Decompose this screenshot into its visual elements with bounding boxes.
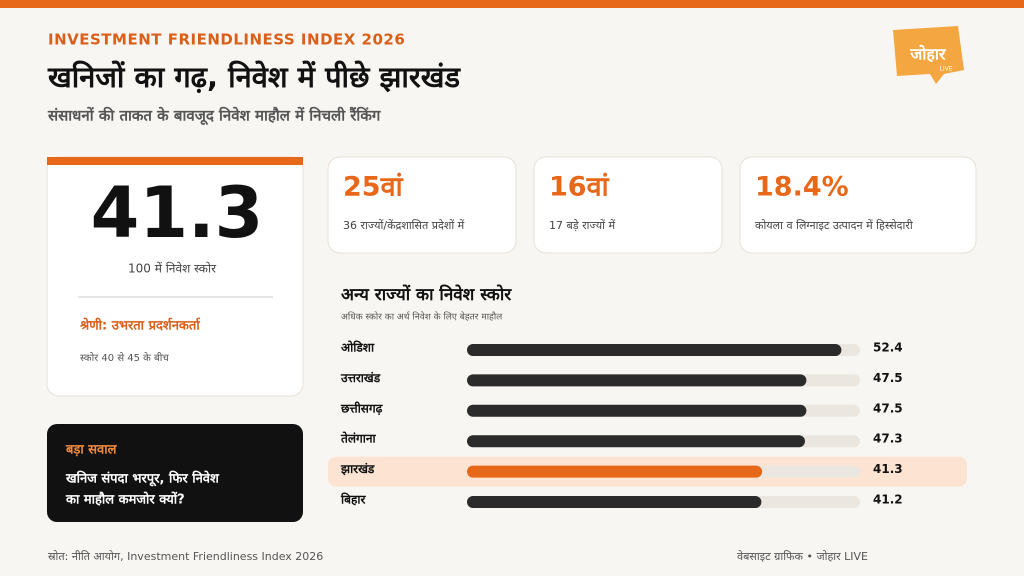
category-label: बिहार <box>340 493 366 507</box>
value-label: 41.2 <box>873 493 903 507</box>
bar <box>467 465 763 478</box>
logo-tag: LIVE <box>939 66 952 73</box>
top-stripe <box>0 0 1024 8</box>
value-label: 47.3 <box>873 432 903 446</box>
category-label: उत्तराखंड <box>340 371 381 385</box>
score: 41.3 <box>91 172 264 254</box>
chart-subtitle: अधिक स्कोर का अर्थ निवेश के लिए बेहतर मा… <box>341 311 503 323</box>
bar <box>467 435 805 448</box>
question-line: खनिज संपदा भरपूर, फिर निवेश <box>65 471 220 487</box>
question-bg <box>47 424 303 522</box>
stat-cards: 25वां 36 राज्यों/केंद्रशासित प्रदेशों में… <box>327 156 977 254</box>
category-label: झारखंड <box>340 462 375 476</box>
subheadline: संसाधनों की ताकत के बावजूद निवेश माहौल म… <box>47 107 381 126</box>
stat-label: 36 राज्यों/केंद्रशासित प्रदेशों में <box>343 219 465 232</box>
bar <box>467 374 807 387</box>
headline: खनिजों का गढ़, निवेश में पीछे झारखंड <box>47 60 462 94</box>
chart-title: अन्य राज्यों का निवेश स्कोर <box>341 284 512 305</box>
question-box: बड़ा सवाल खनिज संपदा भरपूर, फिर निवेश का… <box>47 424 303 522</box>
category-label: छत्तीसगढ़ <box>340 401 384 415</box>
question-line: का माहौल कमजोर क्यों? <box>65 492 185 508</box>
bar <box>467 496 762 508</box>
score-card-stripe <box>47 157 303 165</box>
source: स्रोत: नीति आयोग, Investment Friendlines… <box>48 550 323 563</box>
score-category: श्रेणी: उभरता प्रदर्शनकर्ता <box>79 318 201 334</box>
credit: वेबसाइट ग्राफिक • जोहार LIVE <box>737 550 868 563</box>
stat-card <box>327 156 517 254</box>
bar <box>467 344 842 356</box>
stat-label: 17 बड़े राज्यों में <box>549 219 616 232</box>
logo-shape <box>893 26 964 84</box>
logo: जोहार LIVE <box>893 26 964 84</box>
kicker: INVESTMENT FRIENDLINESS INDEX 2026 <box>48 31 405 49</box>
bar <box>467 404 807 417</box>
logo-text: जोहार <box>909 45 947 64</box>
score-card: 41.3 100 में निवेश स्कोर श्रेणी: उभरता प… <box>46 156 304 397</box>
stat-card <box>739 156 977 254</box>
value-label: 41.3 <box>873 462 903 476</box>
bar-chart: अन्य राज्यों का निवेश स्कोर अधिक स्कोर क… <box>328 284 967 508</box>
score-range: स्कोर 40 से 45 के बीच <box>80 352 169 364</box>
question-heading: बड़ा सवाल <box>65 443 118 458</box>
value-label: 47.5 <box>873 371 903 385</box>
stat-label: कोयला व लिग्नाइट उत्पादन में हिस्सेदारी <box>755 219 913 232</box>
value-label: 52.4 <box>873 341 903 355</box>
value-label: 47.5 <box>873 401 903 415</box>
category-label: तेलंगाना <box>340 432 377 446</box>
stat-card <box>533 156 723 254</box>
score-caption: 100 में निवेश स्कोर <box>128 262 217 276</box>
stat-value: 18.4% <box>755 172 849 203</box>
stat-value: 16वां <box>549 172 610 203</box>
category-label: ओडिशा <box>341 341 375 355</box>
stat-value: 25वां <box>343 172 404 203</box>
